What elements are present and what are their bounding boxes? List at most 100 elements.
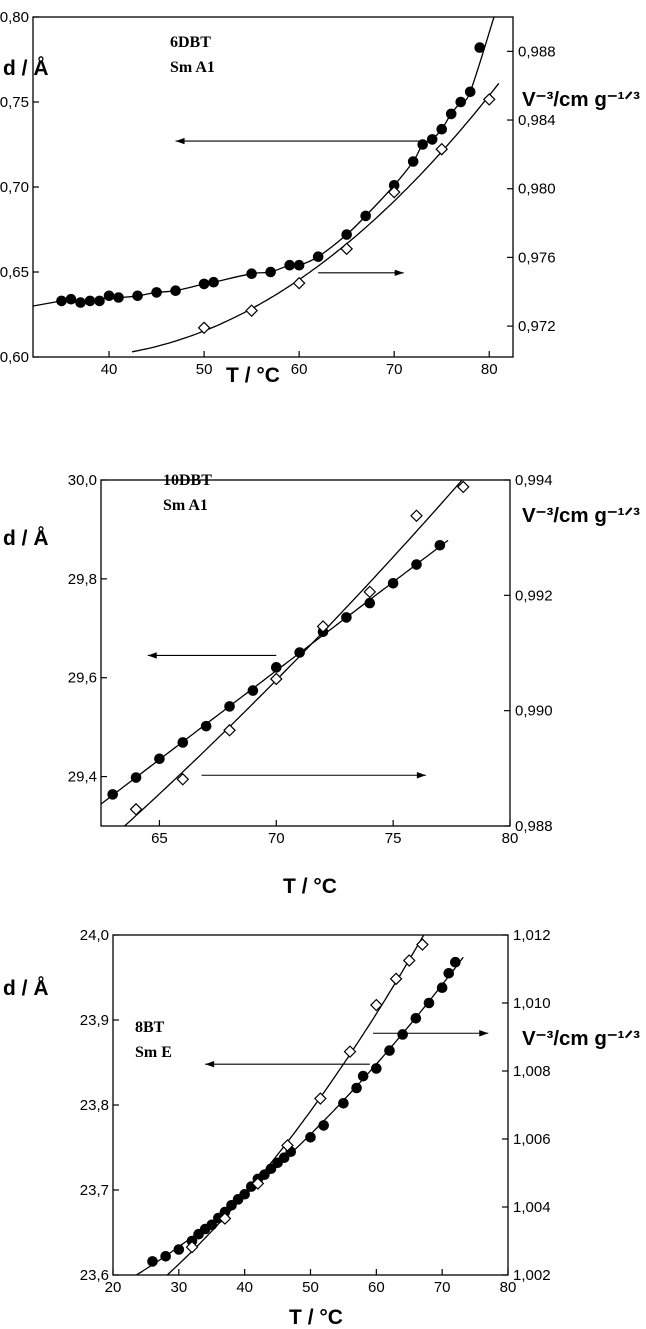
- data-point-open-diamond: [176, 772, 190, 786]
- y-left-tick-label: 30,0: [68, 472, 97, 489]
- panel-10dbt: 65 70 75 80 29,4 29,6 29,8 30,0 0,988 0,990 0,992 0…: [3, 472, 640, 898]
- data-point-filled-circle: [132, 290, 143, 302]
- data-point-filled-circle: [434, 539, 446, 551]
- y-right-tick-label: 0,984: [518, 112, 556, 129]
- data-point-filled-circle: [387, 578, 399, 589]
- data-point-open-diamond: [314, 1092, 327, 1105]
- fit-curve: [131, 82, 500, 353]
- data-point-filled-circle: [198, 278, 210, 290]
- axis-arrow-head: [479, 1030, 489, 1037]
- y-right-tick-label: 0,988: [518, 43, 556, 60]
- x-tick-label: 50: [302, 1279, 319, 1296]
- data-point-open-diamond: [245, 304, 258, 317]
- data-point-open-diamond: [251, 1177, 265, 1190]
- data-point-filled-circle: [455, 96, 467, 108]
- data-point-filled-circle: [177, 737, 189, 748]
- data-point-filled-circle: [206, 1219, 218, 1231]
- y-left-axis-label: d / Å: [3, 56, 49, 80]
- x-tick-label: 40: [101, 361, 118, 378]
- data-point-filled-circle: [247, 685, 259, 696]
- y-right-tick-label: 0,976: [518, 249, 556, 266]
- y-left-tick-label: 23,6: [80, 1267, 109, 1284]
- plot-frame: [112, 934, 509, 1276]
- x-tick-label: 70: [268, 830, 285, 847]
- y-left-tick-label: 23,9: [80, 1012, 109, 1029]
- data-point-filled-circle: [357, 1070, 369, 1082]
- data-point-filled-circle: [305, 1132, 316, 1143]
- data-point-open-diamond: [482, 93, 496, 106]
- x-tick-label: 30: [170, 1279, 187, 1296]
- data-point-open-diamond: [292, 276, 306, 290]
- data-point-filled-circle: [445, 108, 457, 120]
- y-right-tick-label: 1,004: [513, 1199, 551, 1216]
- data-point-filled-circle: [84, 295, 96, 307]
- data-point-filled-circle: [410, 1013, 422, 1024]
- data-point-filled-circle: [224, 701, 235, 712]
- y-right-axis-label: V⁻³/cm g⁻¹ᐟ³: [522, 1028, 640, 1050]
- y-right-tick-label: 1,012: [513, 927, 551, 944]
- x-axis-label: T / °C: [283, 875, 337, 898]
- y-left-tick-label: 20,70: [0, 179, 29, 196]
- data-point-filled-circle: [208, 276, 219, 288]
- data-point-filled-circle: [200, 720, 212, 732]
- plot-frame: [32, 16, 514, 358]
- x-tick-label: 80: [500, 1279, 517, 1296]
- data-point-filled-circle: [130, 772, 142, 783]
- data-point-open-diamond: [369, 998, 383, 1012]
- phase-label: Sm E: [135, 1044, 172, 1061]
- data-point-filled-circle: [426, 134, 438, 145]
- panel-6dbt: 40 50 60 70 80 20,60 20,65 20,70 20,75 20,80 0,972…: [0, 9, 640, 387]
- y-left-axis-label: d / Å: [3, 526, 49, 550]
- plot-frame: [100, 479, 511, 827]
- y-right-tick-label: 0,990: [515, 703, 553, 720]
- data-point-open-diamond: [129, 802, 143, 816]
- data-point-filled-circle: [411, 559, 422, 570]
- y-right-tick-label: 1,002: [513, 1267, 551, 1284]
- data-point-filled-circle: [219, 1206, 231, 1218]
- y-left-tick-label: 20,65: [0, 264, 29, 281]
- y-left-tick-label: 29,4: [68, 769, 97, 786]
- data-point-filled-circle: [94, 295, 105, 307]
- data-point-filled-circle: [351, 1082, 362, 1094]
- y-right-tick-label: 0,972: [518, 318, 556, 335]
- data-point-filled-circle: [341, 612, 352, 623]
- sample-name: 6DBT: [170, 34, 211, 51]
- data-point-filled-circle: [397, 1029, 408, 1040]
- y-right-tick-label: 1,010: [513, 995, 551, 1012]
- x-tick-label: 20: [105, 1279, 122, 1296]
- y-right-tick-label: 1,008: [513, 1063, 551, 1080]
- data-point-filled-circle: [364, 597, 376, 609]
- data-point-filled-circle: [65, 293, 77, 305]
- data-point-open-diamond: [340, 242, 354, 256]
- data-point-filled-circle: [170, 285, 181, 297]
- data-point-filled-circle: [154, 753, 165, 765]
- axis-arrow-head: [205, 1061, 215, 1068]
- data-point-filled-circle: [312, 251, 324, 262]
- y-right-axis-label: V⁻³/cm g⁻¹ᐟ³: [522, 89, 640, 111]
- data-point-filled-circle: [436, 982, 448, 993]
- data-point-filled-circle: [464, 86, 476, 98]
- fit-curve: [135, 956, 464, 1275]
- x-tick-label: 80: [481, 361, 498, 378]
- data-point-open-diamond: [197, 321, 211, 335]
- data-point-filled-circle: [371, 1063, 382, 1074]
- data-point-filled-circle: [246, 268, 257, 280]
- data-point-open-diamond: [410, 509, 423, 523]
- data-point-filled-circle: [265, 266, 276, 278]
- data-point-open-diamond: [389, 972, 403, 986]
- phase-label: Sm A1: [170, 59, 215, 76]
- x-axis-label: T / °C: [226, 364, 280, 387]
- x-tick-label: 75: [385, 830, 402, 847]
- data-point-open-diamond: [223, 723, 236, 737]
- fit-curve: [123, 480, 463, 826]
- x-tick-label: 70: [386, 361, 403, 378]
- x-tick-label: 50: [196, 361, 213, 378]
- y-right-tick-label: 0,988: [515, 818, 553, 835]
- data-point-filled-circle: [103, 290, 115, 302]
- axis-arrow-head: [147, 652, 157, 659]
- y-left-tick-label: 20,75: [0, 94, 29, 111]
- data-point-filled-circle: [450, 956, 461, 968]
- axis-arrow-head: [175, 137, 185, 145]
- data-point-open-diamond: [316, 620, 330, 633]
- y-left-tick-label: 20,80: [0, 9, 29, 26]
